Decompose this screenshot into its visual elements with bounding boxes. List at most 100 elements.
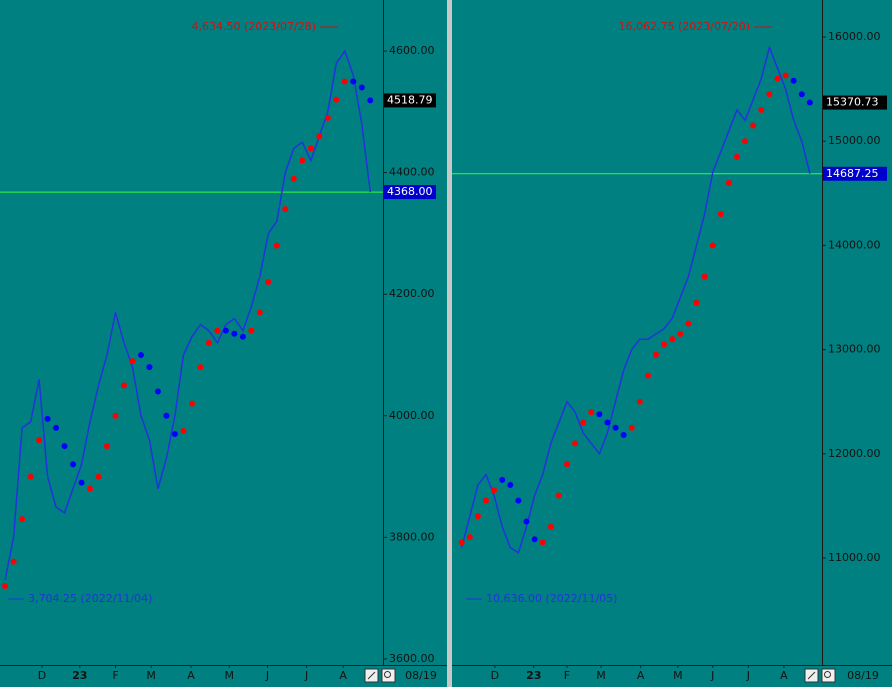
- tool-icons[interactable]: [364, 668, 836, 683]
- sar-dot: [282, 206, 289, 213]
- sar-dot: [358, 84, 365, 91]
- sar-dot: [154, 388, 161, 395]
- zoom-icon: [824, 671, 831, 678]
- x-tick-label: A: [637, 669, 645, 682]
- last-value-label: 15370.73: [826, 96, 879, 109]
- sar-dot: [806, 99, 813, 106]
- sar-dot: [539, 539, 546, 546]
- sar-dot: [239, 333, 246, 340]
- sar-dot: [290, 175, 297, 182]
- x-tick-label: 23: [72, 669, 87, 682]
- sar-dot: [333, 96, 340, 103]
- y-tick-label: 16000.00: [828, 30, 881, 43]
- sar-dot: [163, 412, 170, 419]
- x-tick-label: F: [112, 669, 118, 682]
- x-tick-label: J: [710, 669, 714, 682]
- sar-dot: [782, 72, 789, 79]
- x-tick-label: A: [339, 669, 347, 682]
- sar-dot: [733, 153, 740, 160]
- sar-dot: [316, 133, 323, 140]
- y-tick-label: 4600.00: [389, 44, 435, 57]
- y-tick-label: 4400.00: [389, 166, 435, 179]
- sar-dot: [350, 78, 357, 85]
- sar-dot: [188, 400, 195, 407]
- sar-dot: [87, 485, 94, 492]
- sar-dot: [146, 364, 153, 371]
- sar-dot: [299, 157, 306, 164]
- sar-dot: [214, 327, 221, 334]
- sar-dot: [547, 523, 554, 530]
- last-value-box: [823, 95, 887, 110]
- sar-dot: [798, 91, 805, 98]
- x-tick-label: M: [146, 669, 156, 682]
- sar-dot: [636, 398, 643, 405]
- last-value-label: 14687.25: [826, 167, 879, 180]
- last-value-label: 4368.00: [387, 185, 433, 198]
- zoom-icon[interactable]: [381, 668, 396, 683]
- sar-dot: [248, 327, 255, 334]
- sar-dot: [78, 479, 85, 486]
- sar-dot: [766, 91, 773, 98]
- y-tick-label: 12000.00: [828, 447, 881, 460]
- price-line-series: [4, 49, 372, 581]
- panel-separator: [447, 0, 452, 687]
- sar-dot: [324, 114, 331, 121]
- sar-dot: [742, 138, 749, 145]
- sar-dot: [265, 279, 272, 286]
- sar-dot: [120, 382, 127, 389]
- sar-dot: [112, 412, 119, 419]
- zoom-icon[interactable]: [821, 668, 836, 683]
- sar-dot: [677, 330, 684, 337]
- sar-dot: [653, 351, 660, 358]
- low-annotation: 3,704.25 (2022/11/04): [28, 592, 152, 605]
- sar-dot: [129, 358, 136, 365]
- sar-dot: [36, 437, 43, 444]
- low-annotation: 10,636.00 (2022/11/05): [486, 592, 617, 605]
- sar-dot: [10, 558, 17, 565]
- high-annotation: 4,634.50 (2023/07/28): [192, 20, 316, 33]
- sar-dot: [483, 497, 490, 504]
- sar-dot: [604, 419, 611, 426]
- y-tick-label: 3600.00: [389, 652, 435, 665]
- last-value-box: [384, 93, 436, 108]
- sar-dot: [205, 339, 212, 346]
- x-tick-label: M: [225, 669, 235, 682]
- sar-dot: [70, 461, 77, 468]
- high-annotation: 16,062.75 (2023/07/20): [619, 20, 750, 33]
- y-tick-label: 4000.00: [389, 409, 435, 422]
- sar-dot: [27, 473, 34, 480]
- sar-dot: [669, 336, 676, 343]
- y-tick-label: 11000.00: [828, 551, 881, 564]
- sar-dot: [523, 518, 530, 525]
- sar-dot: [19, 516, 26, 523]
- sar-dot: [466, 534, 473, 541]
- y-tick-label: 13000.00: [828, 343, 881, 356]
- sar-dot: [790, 77, 797, 84]
- sar-dot: [499, 476, 506, 483]
- sar-dot: [628, 424, 635, 431]
- sar-dot: [61, 443, 68, 450]
- date-label: 08/19: [405, 669, 437, 682]
- sar-dot: [95, 473, 102, 480]
- y-tick-label: 14000.00: [828, 238, 881, 251]
- x-tick-label: D: [38, 669, 46, 682]
- sar-dot: [53, 424, 60, 431]
- sar-dot: [222, 327, 229, 334]
- sar-dot: [515, 497, 522, 504]
- x-tick-label: J: [746, 669, 750, 682]
- x-tick-label: J: [265, 669, 269, 682]
- x-tick-label: A: [780, 669, 788, 682]
- last-value-box: [823, 166, 887, 181]
- sar-dot: [137, 351, 144, 358]
- x-tick-label: D: [491, 669, 499, 682]
- sar-dot: [256, 309, 263, 316]
- sar-dot: [231, 330, 238, 337]
- pencil-icon: [807, 671, 816, 680]
- sar-dot: [507, 482, 514, 489]
- sar-dot: [273, 242, 280, 249]
- sar-dot: [709, 242, 716, 249]
- sar-dot: [341, 78, 348, 85]
